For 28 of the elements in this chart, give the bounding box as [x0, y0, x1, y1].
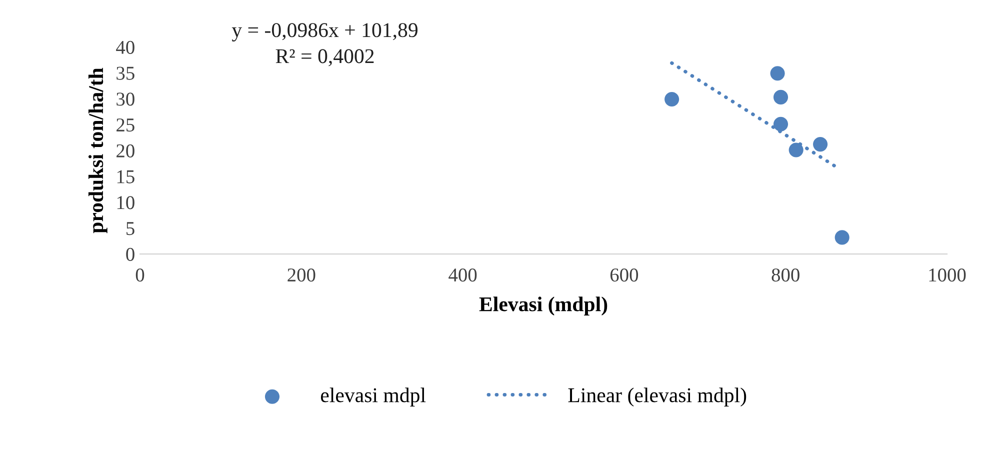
x-tick-label: 0	[136, 268, 144, 282]
x-tick-label: 800	[772, 268, 800, 282]
point	[664, 92, 680, 107]
x-axis-title: Elevasi (mdpl)	[479, 296, 608, 316]
point	[773, 116, 788, 132]
x-tick-label: 200	[288, 268, 316, 282]
point	[773, 90, 788, 104]
point	[813, 137, 828, 152]
y-tick-label: 40	[116, 40, 134, 54]
y-tick-label: 15	[117, 170, 134, 184]
y-tick-label: 0	[126, 248, 134, 261]
point	[788, 142, 804, 158]
y-tick-label: 35	[116, 66, 134, 80]
x-tick-label: 600	[610, 268, 638, 282]
y-tick-label: 10	[117, 196, 134, 210]
y-tick-label: 20	[116, 144, 134, 158]
point	[770, 66, 785, 81]
annotation: R² = 0,4002	[276, 49, 374, 66]
y-tick-label: 30	[116, 92, 134, 106]
x-tick-label: 1000	[929, 268, 966, 282]
legend-label: Linear (elevasi mdpl)	[568, 388, 746, 407]
y-axis-title: produksi ton/ha/th	[88, 68, 108, 234]
y-tick-label: 5	[126, 222, 134, 236]
x-tick-label: 400	[448, 268, 477, 282]
text: y = -0,0986x + 101,89	[232, 23, 418, 42]
point	[834, 230, 850, 245]
y-tick-label: 25	[116, 118, 134, 132]
legend-label: elevasi mdpl	[320, 388, 426, 407]
